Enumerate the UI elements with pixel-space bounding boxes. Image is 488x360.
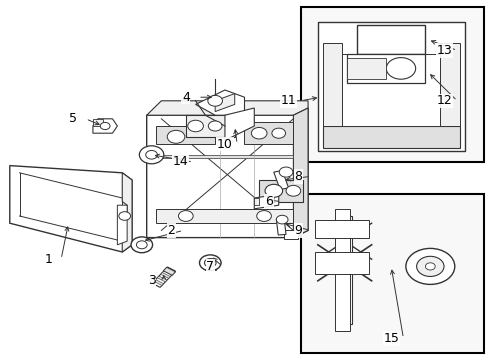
Circle shape	[178, 211, 193, 221]
Text: 12: 12	[436, 94, 452, 107]
Bar	[163, 269, 173, 275]
Bar	[273, 171, 288, 189]
Circle shape	[425, 263, 434, 270]
Polygon shape	[346, 58, 386, 79]
Text: 4: 4	[182, 91, 189, 104]
Polygon shape	[342, 54, 439, 126]
Text: 10: 10	[217, 138, 232, 150]
Polygon shape	[315, 252, 368, 274]
Polygon shape	[93, 119, 102, 126]
Text: 2: 2	[167, 224, 175, 237]
Circle shape	[139, 146, 163, 164]
Circle shape	[145, 150, 157, 159]
Circle shape	[264, 184, 282, 197]
Bar	[157, 276, 166, 282]
Text: 14: 14	[173, 156, 188, 168]
Text: 5: 5	[69, 112, 77, 125]
Text: 7: 7	[206, 260, 214, 273]
Text: 11: 11	[280, 94, 296, 107]
Circle shape	[271, 128, 285, 138]
Polygon shape	[356, 25, 425, 54]
Circle shape	[276, 215, 287, 224]
Circle shape	[100, 122, 110, 130]
Polygon shape	[334, 209, 349, 331]
Bar	[154, 280, 163, 285]
Circle shape	[279, 167, 292, 177]
Polygon shape	[224, 108, 254, 140]
Polygon shape	[156, 155, 293, 158]
Polygon shape	[293, 108, 307, 238]
Polygon shape	[244, 122, 293, 144]
Text: 15: 15	[383, 332, 398, 345]
Polygon shape	[322, 43, 342, 126]
Polygon shape	[156, 209, 293, 223]
Circle shape	[416, 256, 443, 276]
Text: 3: 3	[147, 274, 155, 287]
Polygon shape	[146, 101, 307, 115]
Circle shape	[167, 130, 184, 143]
Text: 1: 1	[45, 253, 53, 266]
Polygon shape	[156, 126, 215, 144]
Polygon shape	[254, 198, 259, 205]
Polygon shape	[122, 173, 132, 252]
Bar	[276, 219, 285, 235]
Circle shape	[119, 212, 130, 220]
Circle shape	[256, 211, 271, 221]
Polygon shape	[317, 22, 464, 151]
Bar	[152, 267, 175, 287]
Polygon shape	[10, 166, 132, 252]
Circle shape	[405, 248, 454, 284]
Text: 6: 6	[264, 195, 272, 208]
Circle shape	[285, 185, 300, 196]
Bar	[161, 273, 170, 278]
Polygon shape	[315, 220, 368, 238]
Polygon shape	[346, 54, 425, 83]
Polygon shape	[185, 115, 234, 137]
Circle shape	[131, 237, 152, 253]
Bar	[283, 230, 298, 239]
Circle shape	[386, 58, 415, 79]
Polygon shape	[93, 119, 117, 133]
Circle shape	[136, 241, 147, 249]
Bar	[300, 7, 483, 162]
Polygon shape	[259, 180, 303, 202]
Polygon shape	[215, 94, 234, 112]
Circle shape	[207, 95, 222, 106]
Text: 9: 9	[294, 224, 302, 237]
Polygon shape	[146, 108, 307, 238]
Text: 13: 13	[436, 44, 452, 57]
Circle shape	[208, 121, 222, 131]
Polygon shape	[322, 126, 459, 148]
Bar	[300, 194, 483, 353]
Circle shape	[204, 258, 216, 267]
Polygon shape	[337, 216, 351, 324]
Circle shape	[251, 127, 266, 139]
Bar	[163, 267, 175, 275]
Circle shape	[187, 120, 203, 132]
Circle shape	[199, 255, 221, 271]
Text: 8: 8	[294, 170, 302, 183]
Polygon shape	[439, 43, 459, 126]
Polygon shape	[117, 205, 127, 245]
Polygon shape	[195, 90, 244, 115]
Polygon shape	[254, 194, 278, 209]
